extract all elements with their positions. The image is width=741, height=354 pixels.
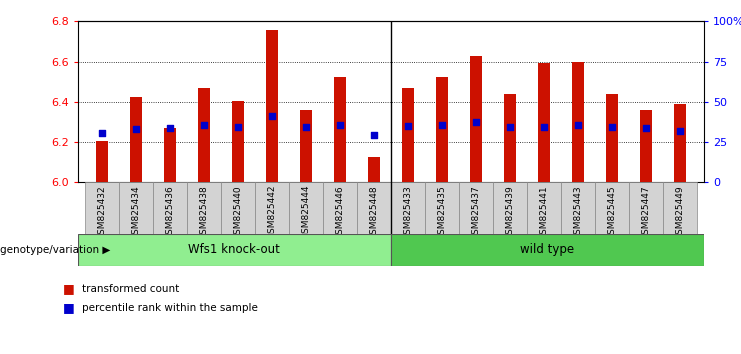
Bar xyxy=(187,182,221,234)
Bar xyxy=(198,88,210,182)
Bar xyxy=(561,182,595,234)
Text: GSM825442: GSM825442 xyxy=(268,185,276,239)
Text: ■: ■ xyxy=(63,302,75,314)
Point xyxy=(504,124,516,130)
Text: GSM825438: GSM825438 xyxy=(199,185,208,240)
Bar xyxy=(391,234,704,266)
Bar xyxy=(357,182,391,234)
Text: Wfs1 knock-out: Wfs1 knock-out xyxy=(188,243,280,256)
Point xyxy=(198,122,210,128)
Text: GSM825443: GSM825443 xyxy=(574,185,582,240)
Bar xyxy=(164,128,176,182)
Bar xyxy=(538,63,550,182)
Text: GSM825448: GSM825448 xyxy=(369,185,379,240)
Bar xyxy=(334,76,346,182)
Point xyxy=(538,124,550,130)
Bar xyxy=(391,182,425,234)
Text: GSM825447: GSM825447 xyxy=(642,185,651,240)
Bar xyxy=(402,88,413,182)
Bar xyxy=(221,182,255,234)
Text: transformed count: transformed count xyxy=(82,284,179,293)
Text: GSM825440: GSM825440 xyxy=(233,185,242,240)
Point xyxy=(334,122,346,128)
Bar xyxy=(436,76,448,182)
Point xyxy=(640,125,652,131)
Bar xyxy=(640,110,652,182)
Bar xyxy=(232,101,244,182)
Bar xyxy=(119,182,153,234)
Text: GSM825444: GSM825444 xyxy=(302,185,310,239)
Text: GSM825437: GSM825437 xyxy=(471,185,480,240)
Text: GSM825432: GSM825432 xyxy=(97,185,106,240)
Text: GSM825441: GSM825441 xyxy=(539,185,548,240)
Text: GSM825435: GSM825435 xyxy=(437,185,446,240)
Text: GSM825446: GSM825446 xyxy=(336,185,345,240)
Bar xyxy=(595,182,629,234)
Bar xyxy=(153,182,187,234)
Bar xyxy=(289,182,323,234)
Text: GSM825436: GSM825436 xyxy=(165,185,174,240)
Point xyxy=(606,124,618,130)
Bar xyxy=(368,157,380,182)
Point xyxy=(402,123,413,129)
Bar xyxy=(78,234,391,266)
Bar xyxy=(674,104,686,182)
Bar xyxy=(572,62,584,182)
Text: wild type: wild type xyxy=(520,243,574,256)
Bar xyxy=(300,110,312,182)
Bar xyxy=(266,30,278,182)
Bar xyxy=(459,182,493,234)
Point xyxy=(300,124,312,130)
Point xyxy=(130,126,142,132)
Bar xyxy=(504,94,516,182)
Text: ■: ■ xyxy=(63,282,75,295)
Text: GSM825445: GSM825445 xyxy=(608,185,617,240)
Text: genotype/variation ▶: genotype/variation ▶ xyxy=(0,245,110,255)
Bar xyxy=(425,182,459,234)
Bar xyxy=(255,182,289,234)
Bar xyxy=(629,182,663,234)
Point xyxy=(674,128,686,134)
Point xyxy=(232,124,244,130)
Point xyxy=(470,119,482,125)
Bar xyxy=(130,97,142,182)
Point xyxy=(436,122,448,128)
Bar xyxy=(606,94,618,182)
Text: percentile rank within the sample: percentile rank within the sample xyxy=(82,303,257,313)
Point xyxy=(96,130,107,136)
Point xyxy=(266,113,278,119)
Bar xyxy=(84,182,119,234)
Text: GSM825434: GSM825434 xyxy=(131,185,140,240)
Bar xyxy=(470,57,482,182)
Point xyxy=(572,122,584,128)
Text: GSM825433: GSM825433 xyxy=(403,185,413,240)
Point xyxy=(164,125,176,131)
Bar xyxy=(323,182,357,234)
Bar xyxy=(663,182,697,234)
Text: GSM825439: GSM825439 xyxy=(505,185,514,240)
Text: GSM825449: GSM825449 xyxy=(676,185,685,240)
Point xyxy=(368,132,380,138)
Bar xyxy=(96,141,107,182)
Bar xyxy=(527,182,561,234)
Bar xyxy=(493,182,527,234)
